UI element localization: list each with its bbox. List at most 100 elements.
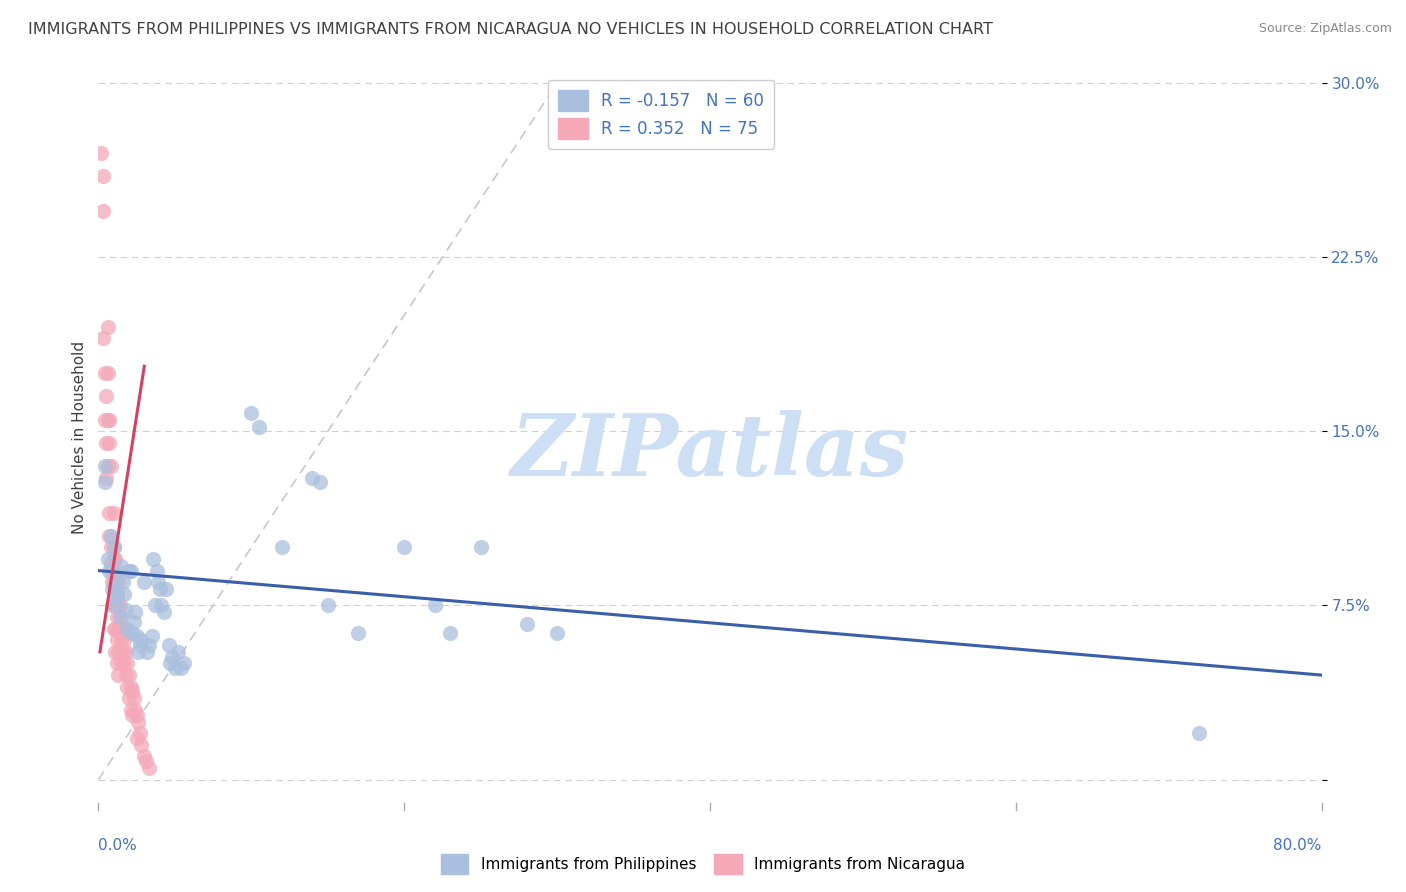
Point bbox=[107, 599, 129, 613]
Point bbox=[108, 599, 131, 613]
Point bbox=[110, 610, 132, 624]
Point bbox=[247, 419, 270, 434]
Point bbox=[107, 568, 129, 582]
Point bbox=[170, 661, 193, 675]
Point bbox=[121, 707, 143, 722]
Point bbox=[127, 714, 149, 729]
Point bbox=[138, 638, 160, 652]
Point bbox=[103, 575, 125, 590]
Point bbox=[98, 506, 121, 520]
Text: ZIPatlas: ZIPatlas bbox=[510, 410, 910, 493]
Point bbox=[103, 541, 125, 555]
Point bbox=[105, 564, 128, 578]
Point bbox=[439, 626, 461, 640]
Point bbox=[160, 649, 183, 664]
Point bbox=[120, 564, 142, 578]
Legend: R = -0.157   N = 60, R = 0.352   N = 75: R = -0.157 N = 60, R = 0.352 N = 75 bbox=[548, 79, 775, 149]
Point bbox=[94, 389, 117, 403]
Point bbox=[150, 599, 173, 613]
Point bbox=[115, 668, 138, 682]
Point bbox=[91, 331, 114, 345]
Point bbox=[167, 645, 190, 659]
Point bbox=[516, 617, 538, 632]
Point bbox=[138, 761, 160, 775]
Point bbox=[125, 731, 148, 745]
Point bbox=[104, 552, 127, 566]
Point bbox=[94, 436, 117, 450]
Point bbox=[104, 575, 127, 590]
Point bbox=[301, 471, 323, 485]
Point bbox=[103, 599, 125, 613]
Point bbox=[129, 738, 152, 752]
Point bbox=[100, 459, 122, 474]
Point bbox=[97, 366, 120, 380]
Point bbox=[118, 564, 141, 578]
Point bbox=[134, 749, 156, 764]
Point bbox=[108, 622, 131, 636]
Point bbox=[120, 703, 142, 717]
Point bbox=[97, 319, 120, 334]
Point bbox=[107, 575, 129, 590]
Point bbox=[104, 599, 127, 613]
Point bbox=[159, 657, 181, 671]
Point bbox=[121, 684, 143, 698]
Point bbox=[136, 645, 159, 659]
Y-axis label: No Vehicles in Household: No Vehicles in Household bbox=[72, 341, 87, 533]
Text: 80.0%: 80.0% bbox=[1274, 838, 1322, 853]
Point bbox=[117, 657, 139, 671]
Point bbox=[149, 582, 172, 597]
Point bbox=[1188, 726, 1211, 740]
Point bbox=[103, 622, 125, 636]
Point bbox=[117, 622, 139, 636]
Point bbox=[112, 657, 135, 671]
Point bbox=[98, 564, 121, 578]
Point bbox=[98, 412, 121, 426]
Point bbox=[100, 557, 122, 571]
Point bbox=[546, 626, 568, 640]
Point bbox=[98, 529, 121, 543]
Point bbox=[117, 680, 139, 694]
Point bbox=[142, 552, 165, 566]
Point bbox=[108, 645, 131, 659]
Point bbox=[108, 610, 131, 624]
Point bbox=[97, 552, 120, 566]
Point bbox=[104, 645, 127, 659]
Point bbox=[128, 638, 150, 652]
Point bbox=[141, 629, 163, 643]
Point bbox=[120, 680, 142, 694]
Point bbox=[118, 691, 141, 706]
Point bbox=[115, 645, 138, 659]
Point bbox=[107, 668, 129, 682]
Point bbox=[101, 599, 124, 613]
Point bbox=[91, 169, 114, 183]
Text: 0.0%: 0.0% bbox=[98, 838, 138, 853]
Point bbox=[124, 606, 146, 620]
Point bbox=[110, 633, 132, 648]
Point bbox=[122, 615, 145, 629]
Point bbox=[115, 603, 138, 617]
Point bbox=[112, 587, 135, 601]
Point bbox=[470, 541, 492, 555]
Point bbox=[143, 599, 166, 613]
Point bbox=[107, 645, 129, 659]
Point bbox=[105, 633, 128, 648]
Text: IMMIGRANTS FROM PHILIPPINES VS IMMIGRANTS FROM NICARAGUA NO VEHICLES IN HOUSEHOL: IMMIGRANTS FROM PHILIPPINES VS IMMIGRANT… bbox=[28, 22, 993, 37]
Point bbox=[173, 657, 195, 671]
Point bbox=[153, 606, 176, 620]
Point bbox=[118, 668, 141, 682]
Point bbox=[392, 541, 416, 555]
Point bbox=[163, 661, 186, 675]
Point bbox=[100, 541, 122, 555]
Point bbox=[101, 575, 124, 590]
Point bbox=[98, 436, 121, 450]
Point bbox=[103, 552, 125, 566]
Point bbox=[111, 645, 134, 659]
Point bbox=[111, 622, 134, 636]
Point bbox=[309, 475, 332, 490]
Point bbox=[91, 203, 114, 218]
Point bbox=[93, 459, 115, 474]
Point bbox=[157, 638, 180, 652]
Point bbox=[128, 726, 150, 740]
Point bbox=[240, 406, 263, 420]
Point bbox=[124, 703, 146, 717]
